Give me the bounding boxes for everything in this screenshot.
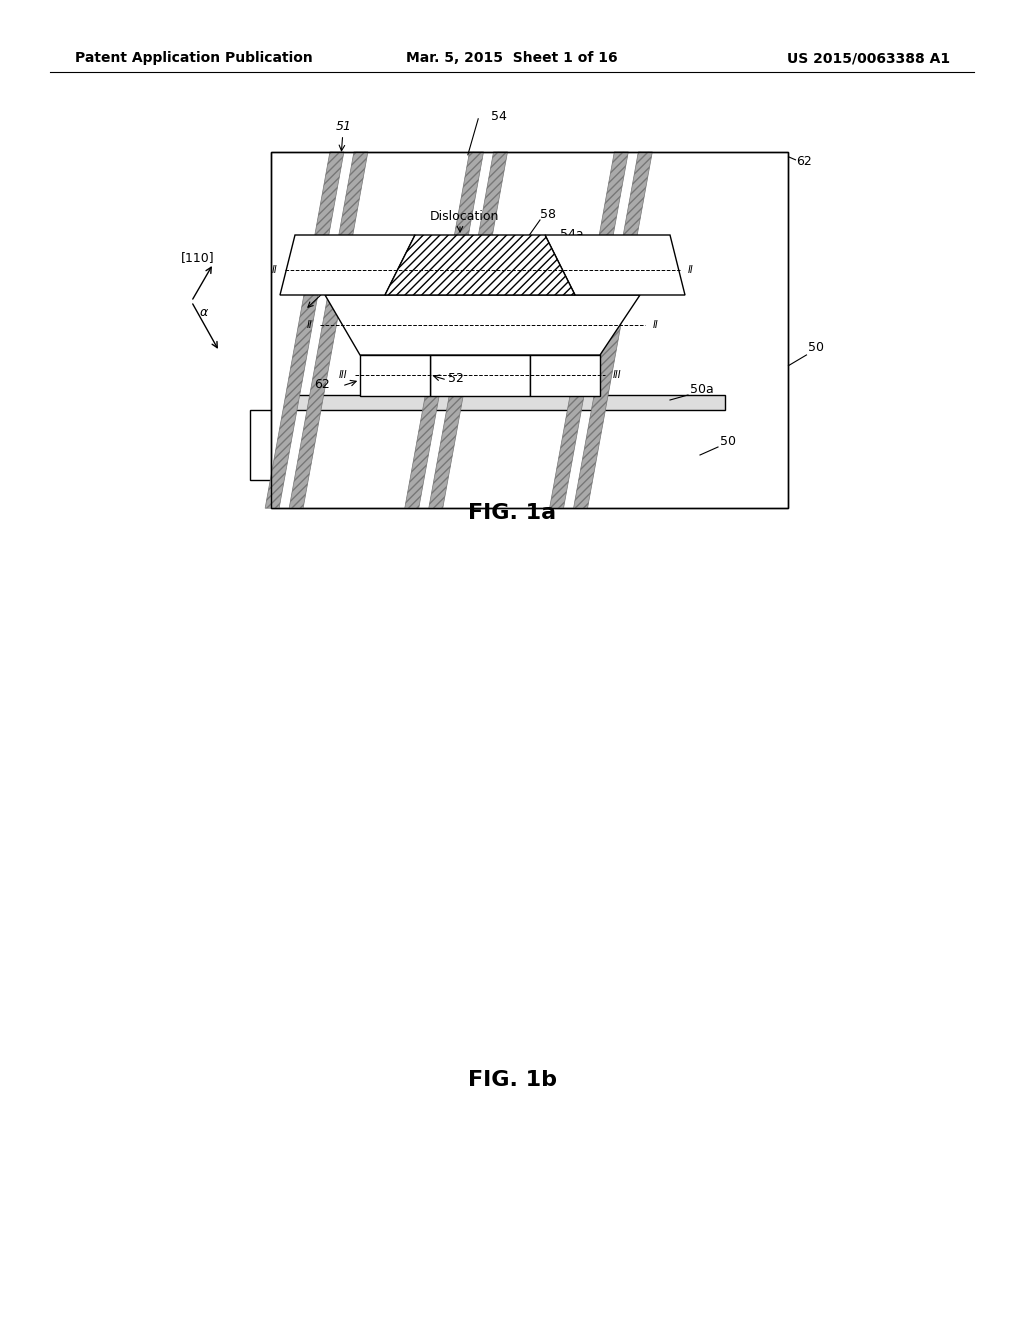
Bar [271,152,788,508]
Text: 54a: 54a [560,228,584,242]
Bar [530,355,600,396]
Text: 50: 50 [809,342,824,354]
Polygon shape [545,235,685,294]
Text: Mar. 5, 2015  Sheet 1 of 16: Mar. 5, 2015 Sheet 1 of 16 [407,51,617,65]
Bar [250,411,760,480]
Text: III: III [338,370,347,380]
Text: 54: 54 [490,111,507,123]
Text: Dislocation: Dislocation [430,210,500,223]
Polygon shape [385,235,575,294]
Text: 50: 50 [720,436,736,447]
Text: II: II [653,319,658,330]
Text: 54: 54 [612,294,628,308]
Bar [430,355,530,396]
Text: 58: 58 [540,209,556,220]
Polygon shape [265,152,344,508]
Text: 80: 80 [308,235,385,308]
Polygon shape [429,152,508,508]
Text: 50a: 50a [690,383,714,396]
Text: II: II [271,265,278,275]
Text: 51: 51 [582,268,598,281]
Polygon shape [550,152,629,508]
Text: FIG. 1b: FIG. 1b [468,1071,556,1090]
Text: 62: 62 [314,378,330,391]
Polygon shape [325,294,640,355]
Bar [360,355,430,396]
Bar [271,152,788,508]
Polygon shape [573,152,652,508]
Text: 51: 51 [336,120,352,133]
Polygon shape [280,235,415,294]
Text: II: II [306,319,312,330]
Text: III: III [613,370,622,380]
Text: 52: 52 [449,372,464,385]
Polygon shape [289,152,368,508]
Text: $\alpha$: $\alpha$ [200,306,210,319]
Bar [290,395,725,411]
Text: FIG. 1a: FIG. 1a [468,503,556,523]
Text: US 2015/0063388 A1: US 2015/0063388 A1 [786,51,950,65]
Polygon shape [404,152,483,508]
Text: Patent Application Publication: Patent Application Publication [75,51,312,65]
Text: [110]: [110] [181,252,215,264]
Text: 62: 62 [797,156,812,168]
Text: II: II [688,265,693,275]
